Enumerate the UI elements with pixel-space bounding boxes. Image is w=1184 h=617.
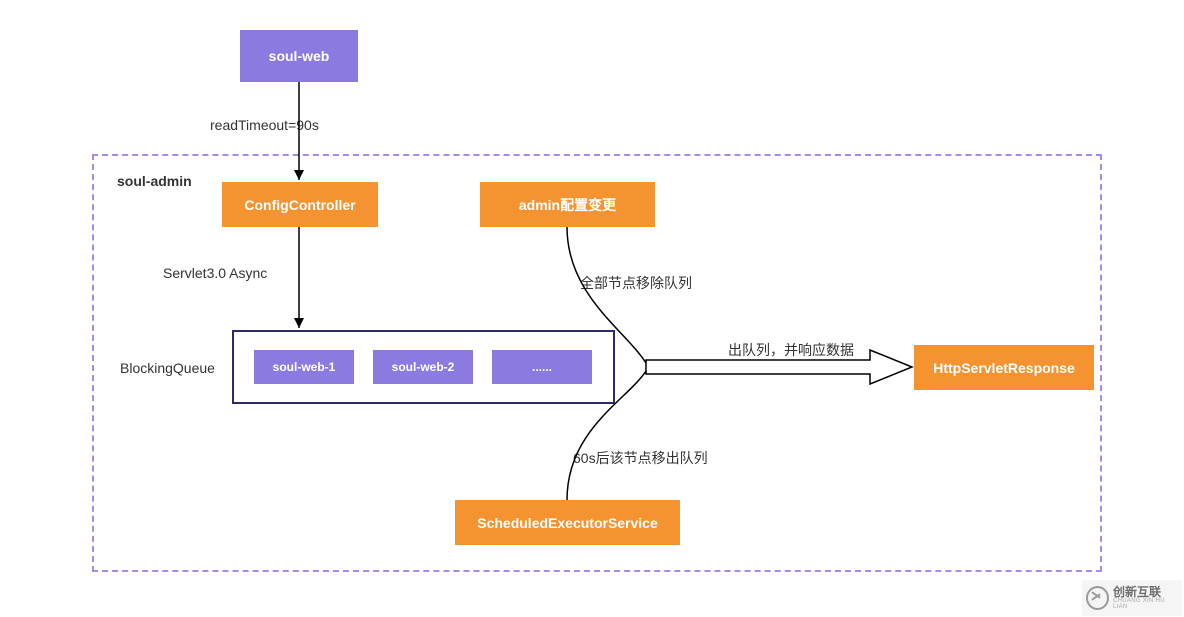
watermark-logo: 创新互联 CHUANG XIN HU LIAN [1082, 580, 1182, 616]
scheduled-executor-node: ScheduledExecutorService [455, 500, 680, 545]
diagram-canvas: soul-admin BlockingQueue soul-web Config… [0, 0, 1184, 617]
remove-all-label: 全部节点移除队列 [580, 273, 692, 293]
servlet-async-label: Servlet3.0 Async [163, 265, 267, 281]
read-timeout-label: readTimeout=90s [210, 117, 319, 133]
soul-web-node: soul-web [240, 30, 358, 82]
watermark-icon [1086, 586, 1109, 610]
watermark-text: 创新互联 [1113, 586, 1178, 598]
soul-web-more-node: ...... [492, 350, 592, 384]
http-response-node: HttpServletResponse [914, 345, 1094, 390]
sixty-sec-label: 60s后该节点移出队列 [573, 448, 708, 468]
dequeue-response-label: 出队列，并响应数据 [728, 340, 854, 360]
watermark-subtext: CHUANG XIN HU LIAN [1113, 598, 1178, 610]
admin-change-node: admin配置变更 [480, 182, 655, 227]
soul-web-2-node: soul-web-2 [373, 350, 473, 384]
blocking-queue-label: BlockingQueue [120, 360, 215, 376]
config-controller-node: ConfigController [222, 182, 378, 227]
soul-admin-title: soul-admin [117, 173, 192, 189]
soul-web-1-node: soul-web-1 [254, 350, 354, 384]
